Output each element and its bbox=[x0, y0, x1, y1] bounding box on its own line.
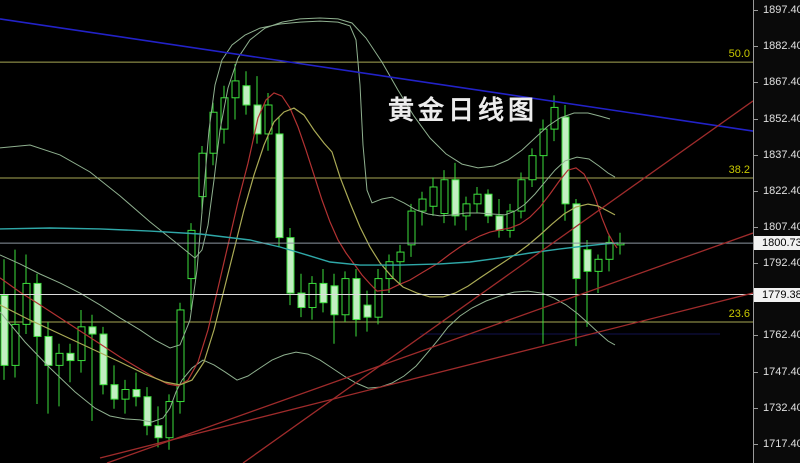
price-axis[interactable]: 1897.40 1882.40 1867.40 1852.40 1837.40 1822.… bbox=[753, 0, 800, 463]
candle bbox=[88, 314, 97, 421]
candle bbox=[187, 223, 196, 310]
candle bbox=[264, 92, 273, 151]
candle bbox=[396, 244, 405, 284]
candle bbox=[407, 203, 416, 257]
bollinger-upper-inner bbox=[0, 20, 616, 349]
candle bbox=[220, 85, 229, 144]
candle bbox=[341, 271, 350, 322]
axis-price-label: 1717.40 bbox=[763, 437, 800, 450]
chart-title: 黄金日线图 bbox=[388, 96, 539, 125]
axis-price-label: 1747.40 bbox=[763, 365, 800, 378]
axis-tick bbox=[754, 443, 758, 445]
candle bbox=[308, 276, 317, 320]
axis-tick bbox=[754, 263, 758, 265]
candle bbox=[583, 240, 592, 327]
candle bbox=[110, 365, 119, 409]
axis-tick bbox=[754, 371, 758, 373]
trendline-support-steep[interactable] bbox=[242, 100, 753, 463]
candle bbox=[275, 117, 284, 248]
marked-price-flag: 1779.38 bbox=[754, 287, 800, 302]
ma-long-cyan bbox=[0, 227, 619, 266]
axis-tick bbox=[754, 335, 758, 337]
candle bbox=[374, 268, 383, 325]
axis-tick bbox=[754, 154, 758, 156]
axis-tick bbox=[754, 82, 758, 84]
axis-price-label: 1852.40 bbox=[763, 112, 800, 125]
candle bbox=[616, 232, 625, 255]
candle bbox=[55, 343, 64, 407]
price-chart-plot[interactable] bbox=[0, 0, 753, 463]
axis-tick bbox=[754, 46, 758, 48]
candle bbox=[506, 203, 515, 238]
candle bbox=[363, 290, 372, 332]
axis-price-label: 1897.40 bbox=[763, 4, 800, 16]
candle bbox=[44, 321, 53, 414]
candle bbox=[242, 71, 251, 115]
candle bbox=[297, 273, 306, 318]
axis-price-label: 1822.40 bbox=[763, 184, 800, 197]
candle bbox=[517, 172, 526, 219]
axis-price-label: 1882.40 bbox=[763, 40, 800, 53]
axis-tick bbox=[754, 118, 758, 120]
candle bbox=[132, 372, 141, 407]
candle bbox=[495, 199, 504, 238]
axis-price-label: 1807.40 bbox=[763, 221, 800, 233]
candle bbox=[143, 387, 152, 436]
candle bbox=[451, 162, 460, 226]
candle bbox=[176, 302, 185, 414]
bollinger-lower bbox=[0, 290, 616, 423]
candle bbox=[418, 191, 427, 226]
axis-price-label: 1792.40 bbox=[763, 257, 800, 270]
trendline-support-mid[interactable] bbox=[106, 232, 753, 463]
candle bbox=[572, 199, 581, 347]
candle bbox=[11, 249, 20, 378]
axis-tick bbox=[754, 190, 758, 192]
candle bbox=[231, 64, 240, 120]
axis-price-label: 1732.40 bbox=[763, 401, 800, 414]
candle bbox=[473, 186, 482, 214]
candle bbox=[319, 268, 328, 313]
candle bbox=[330, 273, 339, 344]
candle bbox=[198, 145, 207, 214]
axis-price-label: 1867.40 bbox=[763, 76, 800, 89]
axis-tick bbox=[754, 407, 758, 409]
candle bbox=[594, 254, 603, 294]
current-price-flag: 1800.73 bbox=[754, 236, 800, 251]
candle bbox=[77, 309, 86, 373]
candle bbox=[286, 227, 295, 306]
candle bbox=[33, 273, 42, 404]
candle bbox=[484, 189, 493, 224]
candle bbox=[605, 235, 614, 272]
candle bbox=[209, 102, 218, 166]
ma-fast-red bbox=[0, 92, 618, 387]
candle bbox=[528, 148, 537, 187]
trendline-support-shallow[interactable] bbox=[99, 292, 753, 459]
candle bbox=[154, 406, 163, 448]
axis-tick bbox=[754, 227, 758, 228]
candle bbox=[66, 343, 75, 383]
candle bbox=[429, 177, 438, 216]
candle bbox=[440, 170, 449, 224]
trendline-descending-resistance[interactable] bbox=[0, 18, 753, 132]
candle bbox=[352, 268, 361, 337]
candle bbox=[99, 326, 108, 395]
axis-tick bbox=[754, 10, 758, 11]
candle bbox=[0, 259, 9, 380]
candle bbox=[121, 379, 130, 414]
bollinger-upper-outer bbox=[0, 17, 611, 259]
axis-price-label: 1837.40 bbox=[763, 148, 800, 161]
axis-price-label: 1762.40 bbox=[763, 329, 800, 342]
candle bbox=[550, 95, 559, 142]
